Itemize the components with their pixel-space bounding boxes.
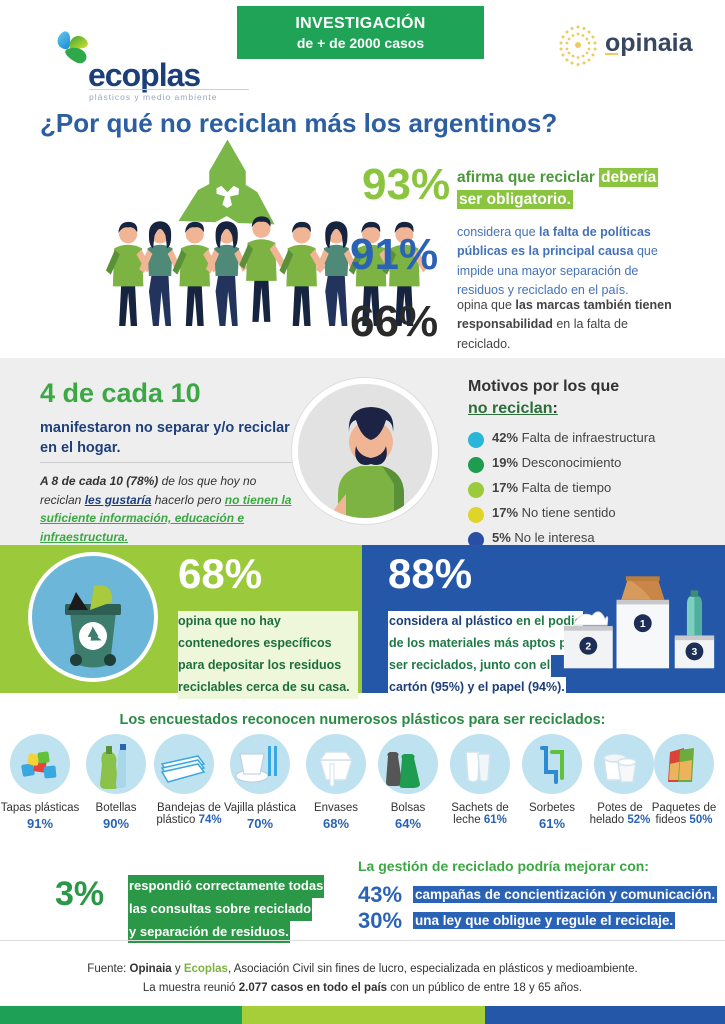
svg-text:3: 3 [692, 647, 698, 658]
svg-text:2: 2 [585, 642, 591, 653]
svg-text:1: 1 [640, 619, 646, 630]
